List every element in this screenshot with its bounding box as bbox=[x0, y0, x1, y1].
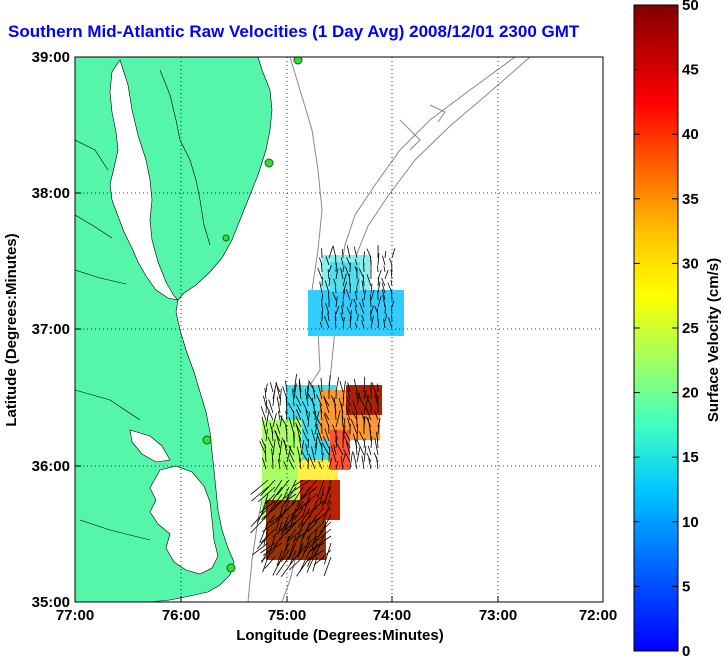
colorbar-tick-label: 15 bbox=[682, 449, 699, 466]
lat-tick-label: 36:00 bbox=[32, 458, 70, 475]
radar-site-marker bbox=[226, 563, 236, 573]
pamlico-sound bbox=[149, 465, 219, 575]
lat-tick-label: 35:00 bbox=[32, 594, 70, 611]
grid bbox=[75, 57, 603, 602]
lon-tick-label: 75:00 bbox=[268, 607, 306, 624]
map-title: Southern Mid-Atlantic Raw Velocities (1 … bbox=[8, 22, 580, 41]
lon-tick-label: 73:00 bbox=[479, 607, 517, 624]
colorbar-tick-label: 10 bbox=[682, 514, 699, 531]
lon-tick-label: 77:00 bbox=[56, 607, 94, 624]
colorbar-tick-label: 0 bbox=[682, 643, 690, 659]
colorbar-tick-label: 20 bbox=[682, 385, 699, 402]
radar-site-marker bbox=[222, 234, 230, 242]
x-axis-label: Longitude (Degrees:Minutes) bbox=[236, 627, 444, 644]
lat-tick-label: 37:00 bbox=[32, 321, 70, 338]
colorbar-tick-label: 40 bbox=[682, 126, 699, 143]
lat-tick-labels: 39:00 38:00 37:00 36:00 35:00 bbox=[32, 49, 70, 611]
lon-tick-label: 76:00 bbox=[162, 607, 200, 624]
lat-tick-label: 39:00 bbox=[32, 49, 70, 66]
colorbar-label: Surface Velocity (cm/s) bbox=[705, 258, 722, 422]
radar-site-marker bbox=[202, 435, 212, 445]
colorbar-tick-label: 5 bbox=[682, 578, 690, 595]
lon-tick-labels: 77:00 76:00 75:00 74:00 73:00 72:00 bbox=[56, 607, 617, 624]
chesapeake-bay bbox=[109, 59, 179, 301]
lon-tick-label: 74:00 bbox=[373, 607, 411, 624]
radar-site-marker bbox=[264, 158, 274, 168]
velocity-vectors bbox=[250, 245, 396, 578]
colorbar-tick-label: 25 bbox=[682, 320, 699, 337]
lat-tick-label: 38:00 bbox=[32, 185, 70, 202]
lon-tick-label: 72:00 bbox=[579, 607, 617, 624]
colorbar-tick-label: 35 bbox=[682, 191, 699, 208]
radar-site-marker bbox=[293, 57, 303, 65]
colorbar-tick-label: 50 bbox=[682, 0, 699, 14]
y-axis-label: Latitude (Degrees:Minutes) bbox=[3, 233, 20, 426]
colorbar-tick-label: 30 bbox=[682, 255, 699, 272]
colorbar-tick-label: 45 bbox=[682, 62, 699, 79]
colorbar bbox=[633, 4, 679, 652]
